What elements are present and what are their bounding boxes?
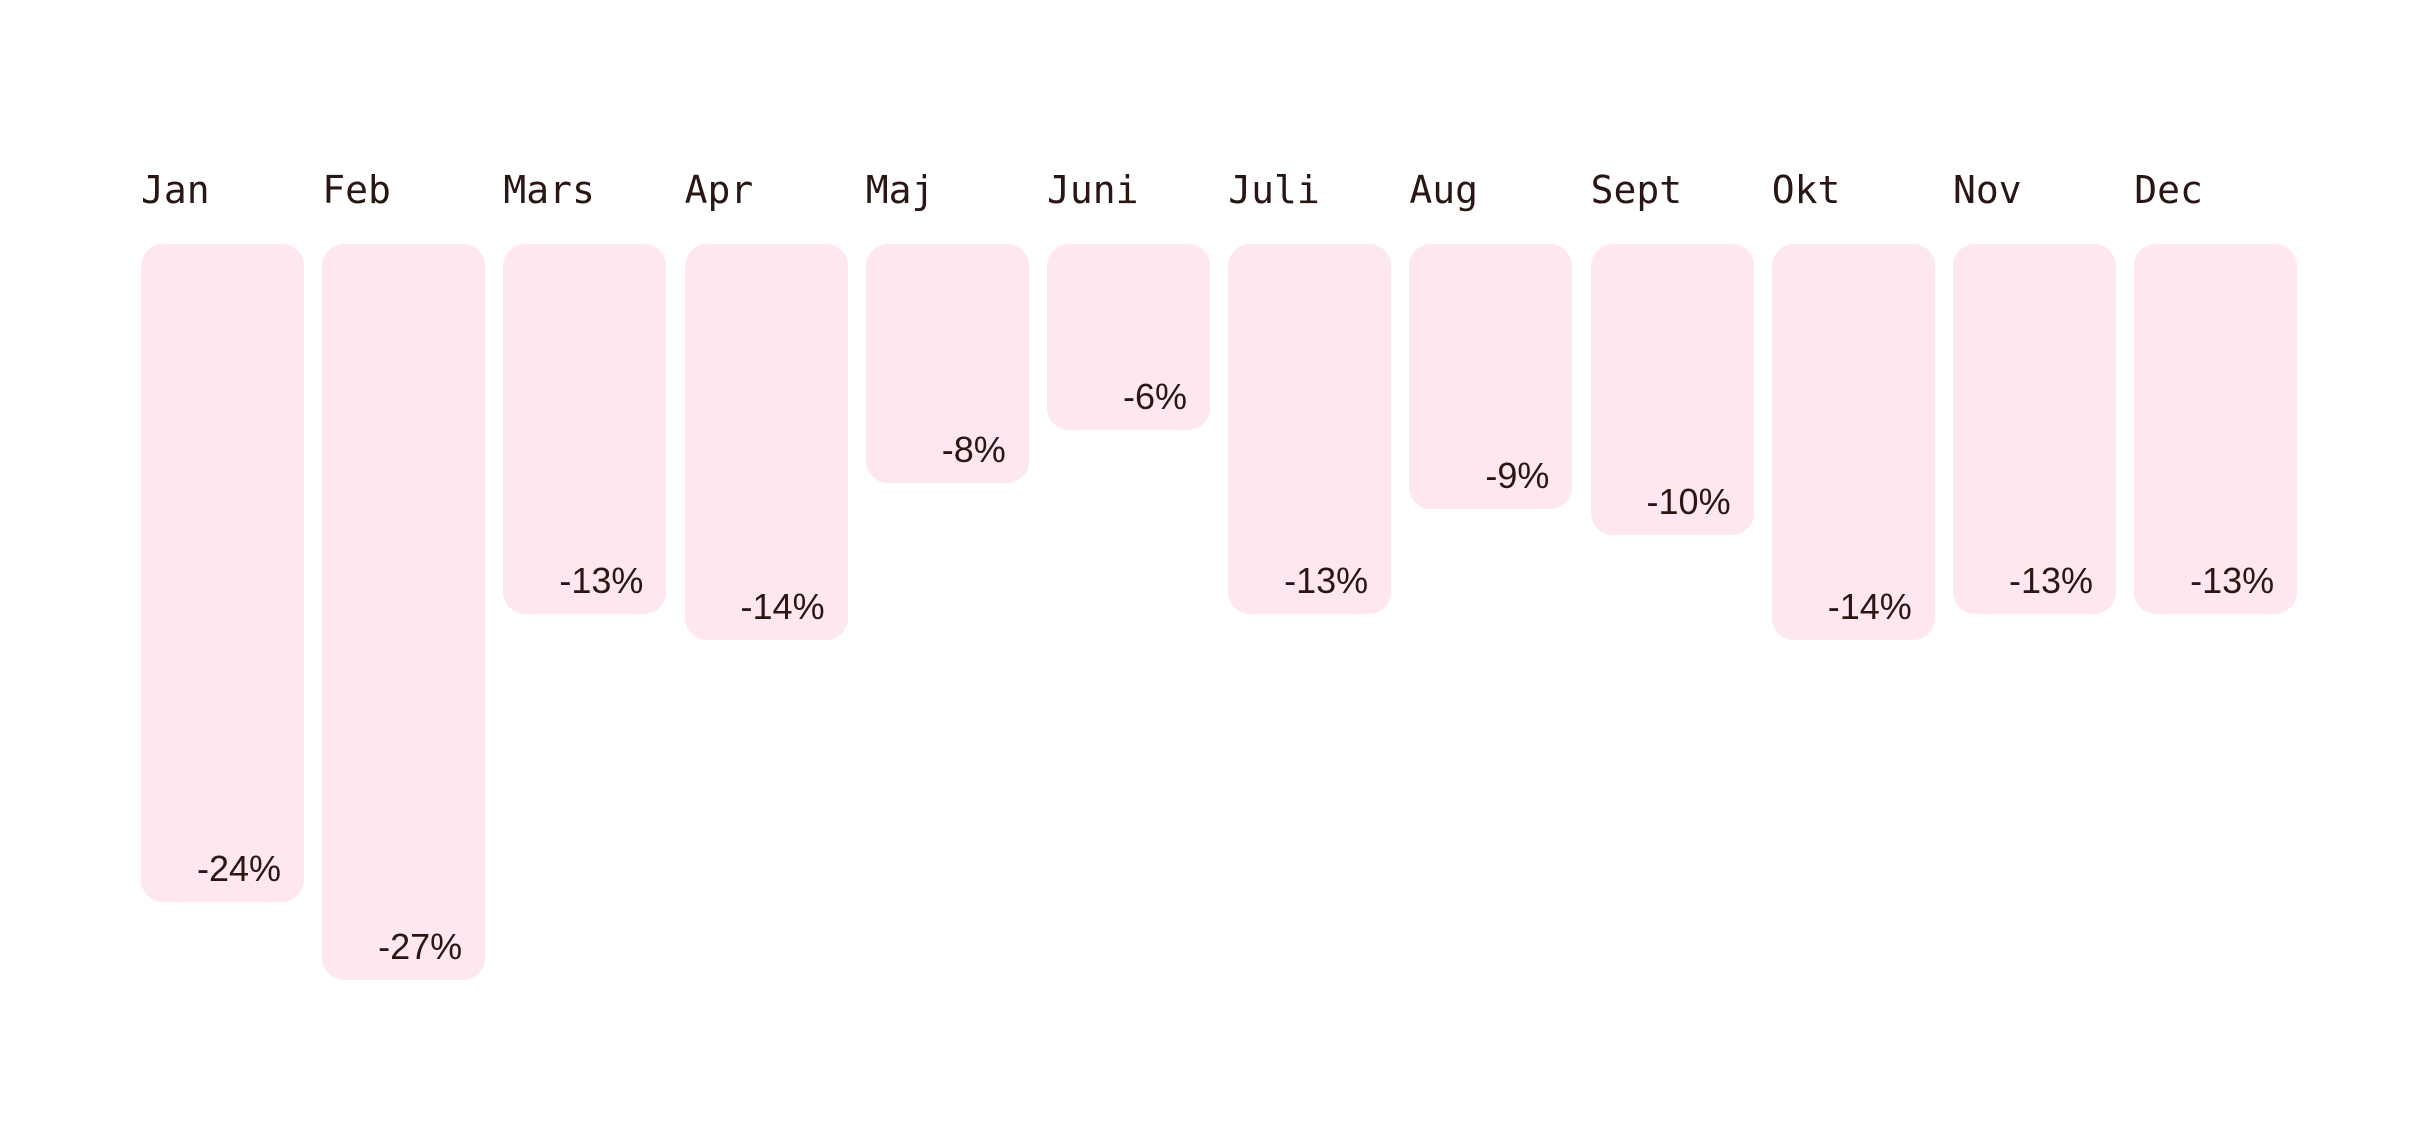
value-label: -6% bbox=[1122, 376, 1187, 417]
month-label: Maj bbox=[865, 168, 935, 212]
bar: -13% bbox=[503, 244, 667, 614]
bar: -13% bbox=[1953, 244, 2116, 614]
bar: -6% bbox=[1047, 244, 1210, 430]
bar: -27% bbox=[322, 244, 486, 980]
month-label: Mars bbox=[503, 168, 595, 212]
bar: -24% bbox=[141, 244, 304, 902]
bar: -10% bbox=[1590, 244, 1754, 535]
bar: -13% bbox=[1228, 244, 1392, 614]
bar: -13% bbox=[2134, 244, 2298, 614]
month-label: Jan bbox=[141, 168, 210, 212]
bar: -14% bbox=[684, 244, 848, 640]
value-label: -8% bbox=[941, 429, 1006, 470]
month-label: Juli bbox=[1228, 168, 1320, 212]
value-label: -14% bbox=[1827, 586, 1912, 627]
month-label: Juni bbox=[1047, 168, 1139, 212]
value-label: -13% bbox=[559, 560, 644, 601]
bar: -8% bbox=[865, 244, 1029, 483]
month-label: Okt bbox=[1771, 168, 1841, 212]
value-label: -27% bbox=[378, 926, 463, 967]
value-label: -13% bbox=[2008, 560, 2093, 601]
month-label: Nov bbox=[1953, 168, 2022, 212]
value-label: -10% bbox=[1646, 481, 1731, 522]
bar: -14% bbox=[1771, 244, 1935, 640]
month-label: Sept bbox=[1590, 168, 1683, 212]
month-label: Dec bbox=[2134, 168, 2203, 212]
month-label: Feb bbox=[322, 168, 391, 212]
month-label: Aug bbox=[1409, 168, 1479, 212]
value-label: -14% bbox=[740, 586, 825, 627]
value-label: -13% bbox=[2190, 560, 2275, 601]
bar: -9% bbox=[1409, 244, 1573, 509]
value-label: -24% bbox=[196, 848, 281, 889]
value-label: -13% bbox=[1284, 560, 1369, 601]
value-label: -9% bbox=[1485, 455, 1550, 496]
month-label: Apr bbox=[684, 168, 754, 212]
